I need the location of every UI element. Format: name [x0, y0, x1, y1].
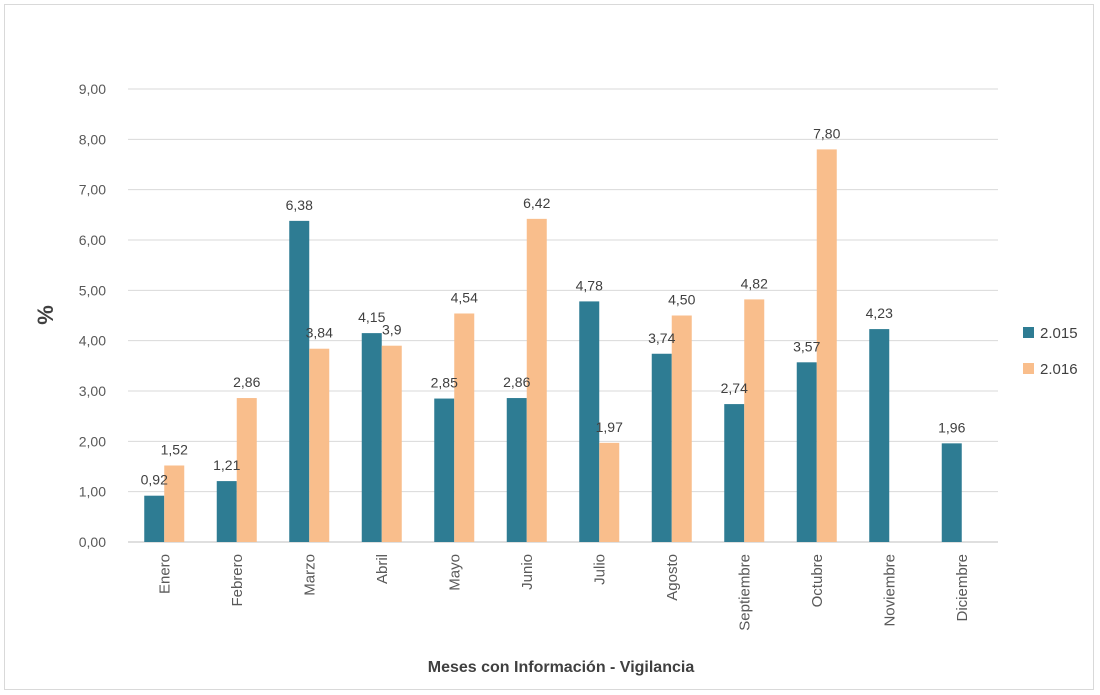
data-label: 0,92: [141, 472, 168, 488]
bar-2.016-Mayo: [454, 313, 475, 542]
y-tick-label: 9,00: [79, 81, 106, 97]
bar-2.015-Mayo: [434, 398, 455, 542]
data-label: 1,52: [161, 441, 188, 457]
data-label: 3,74: [648, 330, 675, 346]
bar-2.016-Abril: [381, 345, 402, 542]
bar-2.016-Junio: [526, 218, 547, 543]
data-label: 4,82: [741, 275, 768, 291]
bar-2.015-Septiembre: [724, 404, 745, 542]
data-label: 4,23: [866, 305, 893, 321]
data-label: 6,42: [523, 195, 550, 211]
x-tick-label: Octubre: [809, 554, 826, 607]
y-tick-label: 1,00: [79, 484, 106, 500]
data-label: 4,78: [576, 277, 603, 293]
x-axis-ticks: Enero Febrero Marzo Abril Mayo Junio Julio Agos…: [156, 554, 971, 631]
data-label: 3,84: [306, 325, 333, 341]
bar-2.015-Enero: [144, 495, 165, 542]
data-label: 2,86: [233, 374, 260, 390]
bar-2.015-Julio: [579, 301, 600, 542]
legend-swatch-2.015: [1023, 327, 1034, 338]
data-label: 7,80: [813, 125, 840, 141]
y-tick-label: 3,00: [79, 383, 106, 399]
x-tick-label: Noviembre: [881, 554, 898, 627]
y-tick-label: 2,00: [79, 433, 106, 449]
bars: [144, 149, 962, 543]
y-axis-ticks: 0,00 1,00 2,00 3,00 4,00 5,00 6,00 7,00 8,00 9,00: [79, 81, 106, 550]
legend-swatch-2.016: [1023, 363, 1034, 374]
bar-2.015-Octubre: [796, 362, 817, 542]
x-tick-label: Abril: [374, 554, 391, 584]
data-labels: 0,92 1,52 1,21 2,86 6,38 3,84 4,153,9 2,85 4,54 2…: [141, 125, 966, 487]
bar-2.015-Abril: [361, 333, 382, 542]
x-tick-label: Mayo: [446, 554, 463, 591]
y-tick-label: 8,00: [79, 131, 106, 147]
bar-2.015-Junio: [506, 398, 527, 542]
legend-label: 2.016: [1040, 361, 1078, 378]
data-label: 6,38: [286, 197, 313, 213]
x-tick-label: Junio: [519, 554, 536, 590]
bar-2.015-Noviembre: [869, 329, 890, 542]
data-label: 2,86: [503, 374, 530, 390]
x-tick-label: Febrero: [229, 554, 246, 607]
y-tick-label: 5,00: [79, 282, 106, 298]
bar-2.016-Marzo: [309, 348, 330, 542]
bar-2.016-Julio: [599, 442, 620, 542]
data-label: 2,85: [431, 375, 458, 391]
data-label: 1,97: [596, 419, 623, 435]
bar-2.015-Agosto: [651, 353, 672, 542]
data-label: 1,21: [213, 457, 240, 473]
data-label: 3,57: [793, 338, 820, 354]
legend: 2.015 2.016: [1023, 325, 1078, 378]
y-tick-label: 4,00: [79, 333, 106, 349]
legend-label: 2.015: [1040, 325, 1078, 342]
bar-2.016-Agosto: [671, 315, 692, 542]
bar-2.016-Febrero: [236, 398, 257, 542]
data-label: 3,9: [382, 322, 402, 338]
x-tick-label: Julio: [591, 554, 608, 585]
data-label: 1,96: [938, 419, 965, 435]
x-axis-title: Meses con Información - Vigilancia: [428, 659, 695, 676]
x-tick-label: Septiembre: [736, 554, 753, 631]
x-tick-label: Enero: [156, 554, 173, 594]
bar-2.016-Enero: [164, 465, 185, 542]
x-tick-label: Diciembre: [954, 554, 971, 622]
bar-2.016-Octubre: [816, 149, 837, 542]
chart-frame: [4, 4, 1094, 690]
data-label: 2,74: [721, 380, 748, 396]
y-tick-label: 0,00: [79, 534, 106, 550]
gridlines: [128, 88, 998, 543]
x-tick-label: Marzo: [301, 554, 318, 596]
y-axis-title: %: [33, 305, 58, 325]
y-tick-label: 6,00: [79, 232, 106, 248]
bar-2.016-Septiembre: [744, 299, 765, 542]
data-label: 4,54: [451, 289, 478, 305]
data-label: 4,50: [668, 292, 695, 308]
data-label: 4,15: [358, 309, 385, 325]
bar-2.015-Marzo: [289, 220, 310, 542]
bar-2.015-Diciembre: [941, 443, 962, 542]
x-tick-label: Agosto: [664, 554, 681, 601]
y-tick-label: 7,00: [79, 182, 106, 198]
bar-2.015-Febrero: [216, 481, 237, 542]
